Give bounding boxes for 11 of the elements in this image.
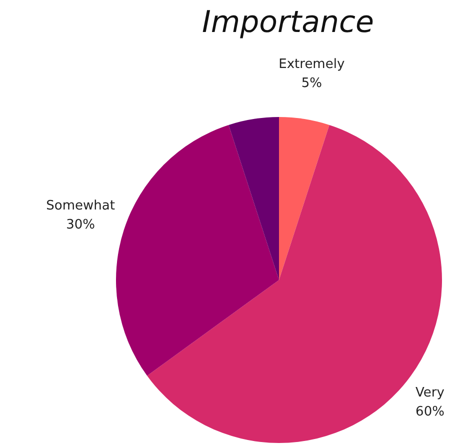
- pie-slice: [228, 117, 279, 280]
- pie-slice: [147, 124, 442, 443]
- chart-title: Importance: [202, 5, 374, 40]
- slice-label: Extremely: [278, 56, 345, 72]
- slice-label: Very: [416, 386, 445, 401]
- pie-slice: [279, 117, 330, 280]
- slice-label: Somewhat: [46, 198, 115, 214]
- data-label: 30%: [66, 218, 96, 233]
- data-label: 5%: [301, 76, 322, 91]
- data-label: 60%: [416, 404, 444, 420]
- pie-slice: [116, 124, 279, 376]
